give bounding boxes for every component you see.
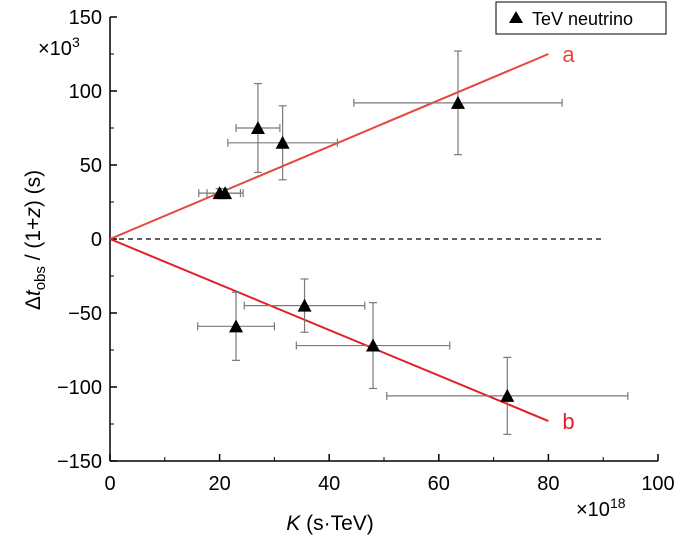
data-point [366, 338, 381, 352]
x-axis-multiplier: ×1018 [576, 495, 626, 521]
y-tick-label: 150 [69, 7, 102, 29]
x-tick-label: 0 [104, 473, 115, 495]
legend-box [495, 1, 667, 35]
legend: TeV neutrino [495, 1, 667, 35]
data-point [229, 319, 244, 333]
data-point [450, 95, 465, 109]
y-tick-label: −150 [57, 451, 102, 473]
y-tick-label: −50 [68, 303, 102, 325]
y-axis-multiplier: ×103 [38, 34, 80, 60]
x-tick-label: 80 [537, 473, 559, 495]
x-axis-title: K (s·TeV) [286, 512, 374, 535]
fit-line-b [109, 238, 549, 422]
data-point [218, 186, 233, 200]
fit-line-label-a: a [562, 42, 575, 67]
labels: ab [562, 42, 575, 434]
y-tick-label: 50 [80, 155, 102, 177]
fit-line-a [109, 53, 549, 240]
data-point [297, 298, 312, 312]
y-axis-title: Δtobs / (1+z) (s) [22, 170, 49, 310]
fit-lines [109, 53, 549, 422]
y-tick-label: −100 [57, 377, 102, 399]
legend-label: TeV neutrino [532, 9, 633, 29]
axes: 0 20 40 60 80 100 −150 −100 −50 0 50 100 150 [57, 7, 675, 495]
x-tick-label: 20 [208, 473, 230, 495]
y-tick-label: 0 [91, 229, 102, 251]
fit-line-label-b: b [562, 409, 574, 434]
y-tick-label: 100 [69, 81, 102, 103]
legend-marker [509, 11, 523, 23]
x-tick-label: 60 [428, 473, 450, 495]
data-points [212, 95, 515, 402]
data-point [250, 121, 265, 134]
data-point [275, 135, 290, 149]
x-tick-label: 100 [641, 473, 674, 495]
error-bars [197, 50, 629, 435]
data-point [500, 388, 515, 402]
x-tick-label: 40 [318, 473, 340, 495]
